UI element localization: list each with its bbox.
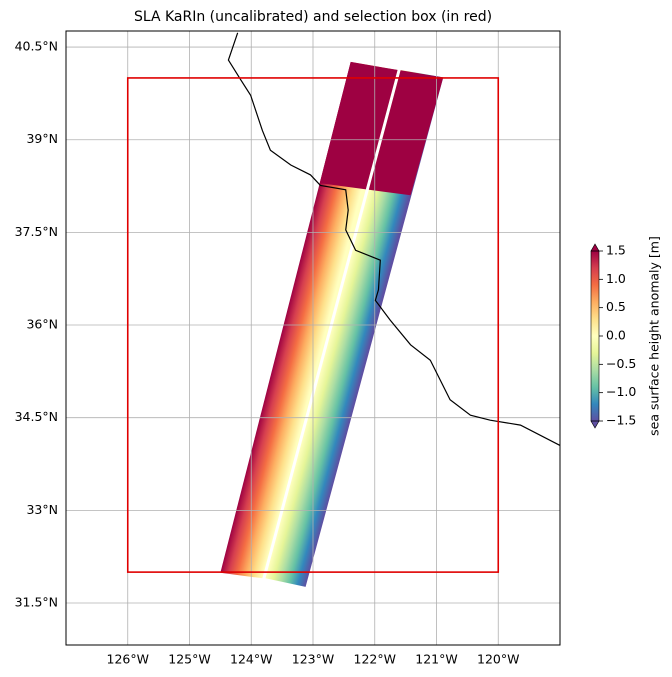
swath (220, 61, 398, 579)
y-tick-label: 33°N (26, 502, 58, 517)
colorbar-extend-top (590, 243, 600, 252)
coastline (227, 32, 560, 447)
colorbar-label: sea surface height anomaly [m] (647, 236, 662, 436)
x-tick-label: 120°W (477, 652, 519, 667)
colorbar-tick-label: −0.5 (606, 356, 636, 371)
y-tick-label: 31.5°N (15, 594, 58, 609)
x-tick-label: 122°W (354, 652, 396, 667)
plot-area (66, 31, 560, 645)
x-tick-label: 125°W (168, 652, 210, 667)
y-tick-label: 36°N (26, 317, 58, 332)
y-tick-label: 39°N (26, 131, 58, 146)
colorbar-tick-label: −1.0 (606, 384, 636, 399)
x-tick-label: 121°W (415, 652, 457, 667)
chart-title: SLA KaRIn (uncalibrated) and selection b… (134, 9, 492, 25)
colorbar (591, 251, 599, 421)
y-tick-label: 37.5°N (15, 224, 58, 239)
x-tick-label: 123°W (292, 652, 334, 667)
colorbar-tick-label: 1.0 (606, 271, 626, 286)
colorbar-tick-label: −1.5 (606, 413, 636, 428)
colorbar-tick-label: 0.0 (606, 328, 626, 343)
high-anomaly-region (318, 61, 444, 196)
colorbar-tick-label: 0.5 (606, 299, 626, 314)
selection-box (126, 77, 500, 573)
y-tick-label: 40.5°N (15, 39, 58, 54)
x-tick-label: 124°W (230, 652, 272, 667)
x-tick-label: 126°W (107, 652, 149, 667)
colorbar-extend-bottom (590, 420, 600, 429)
y-tick-label: 34.5°N (15, 409, 58, 424)
plot-frame (65, 30, 561, 646)
colorbar-tick-label: 1.5 (606, 243, 626, 258)
swath (265, 69, 444, 587)
